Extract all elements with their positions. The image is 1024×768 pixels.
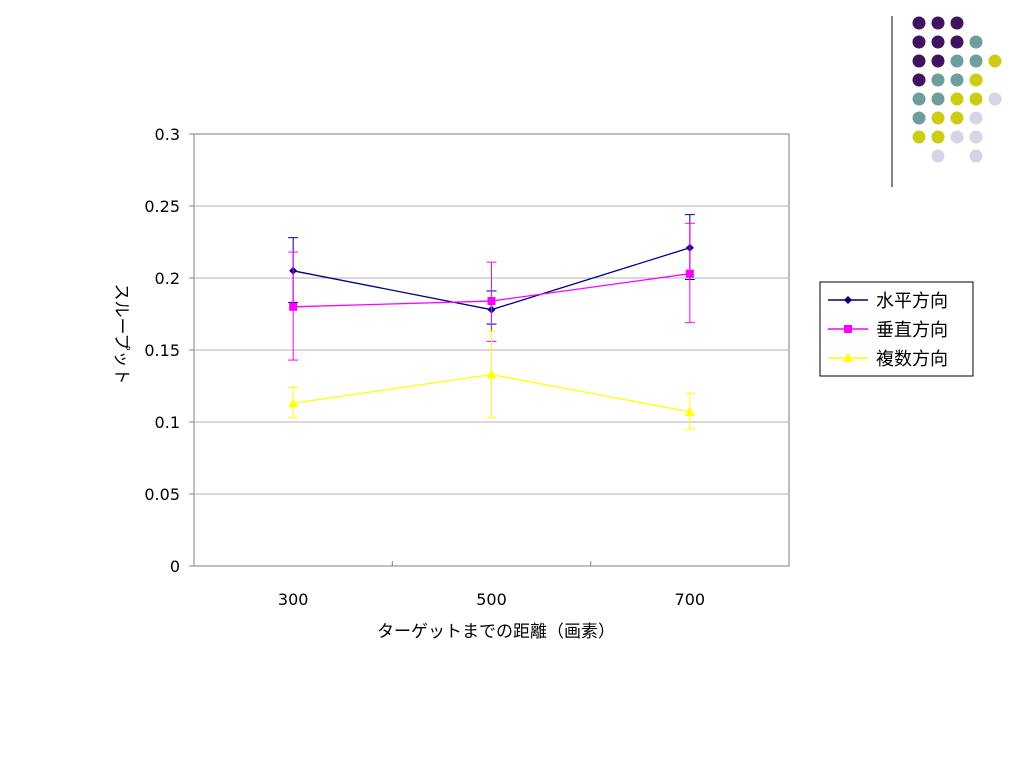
decor-dot <box>950 92 964 106</box>
decor-dot <box>912 35 926 49</box>
decor-dot <box>931 73 945 87</box>
decor-dot <box>931 130 945 144</box>
data-point <box>288 398 299 408</box>
decor-dot <box>950 16 964 30</box>
decor-dot <box>931 35 945 49</box>
decor-dot <box>950 73 964 87</box>
data-point <box>486 369 497 379</box>
data-point <box>487 297 496 306</box>
data-point <box>844 296 852 304</box>
decor-dot <box>931 149 945 163</box>
decor-dot <box>931 54 945 68</box>
x-tick-label: 500 <box>476 590 507 609</box>
decor-dot <box>950 54 964 68</box>
decor-dot <box>969 35 983 49</box>
decor-dot <box>912 16 926 30</box>
decor-dot <box>931 92 945 106</box>
decor-dot <box>912 92 926 106</box>
decor-dot <box>988 54 1002 68</box>
legend-label: 複数方向 <box>876 349 948 370</box>
decor-dot <box>912 130 926 144</box>
series-2 <box>288 222 695 361</box>
y-tick-label: 0.2 <box>155 269 180 288</box>
data-point <box>843 353 853 362</box>
y-tick-label: 0.05 <box>144 485 180 504</box>
y-axis-title: スループット <box>111 284 131 385</box>
decor-dot <box>912 73 926 87</box>
decor-dot <box>950 130 964 144</box>
decor-dot <box>969 111 983 125</box>
decor-dot <box>969 73 983 87</box>
decor-dot <box>969 149 983 163</box>
x-tick-label: 300 <box>278 590 309 609</box>
data-point <box>684 406 695 416</box>
x-axis-title: ターゲットまでの距離（画素） <box>377 622 615 642</box>
y-tick-label: 0.15 <box>144 341 180 360</box>
y-tick-label: 0.3 <box>155 125 180 144</box>
y-tick-label: 0.25 <box>144 197 180 216</box>
decor-dot <box>931 111 945 125</box>
decor-dot <box>950 111 964 125</box>
legend-label: 垂直方向 <box>876 320 948 341</box>
decor-dot <box>912 54 926 68</box>
decor-dot <box>950 35 964 49</box>
decor-dot <box>969 54 983 68</box>
legend-label: 水平方向 <box>876 291 948 312</box>
data-point <box>844 325 852 333</box>
decor-dot <box>969 130 983 144</box>
corner-decoration <box>891 16 1002 187</box>
decor-dot <box>912 111 926 125</box>
decor-dot <box>931 16 945 30</box>
y-tick-label: 0.1 <box>155 413 180 432</box>
data-point <box>289 302 298 311</box>
y-tick-label: 0 <box>170 557 180 576</box>
x-tick-label: 700 <box>675 590 706 609</box>
series-3 <box>288 330 695 430</box>
data-point <box>685 269 694 278</box>
decor-dot <box>988 92 1002 106</box>
decor-dot <box>969 92 983 106</box>
